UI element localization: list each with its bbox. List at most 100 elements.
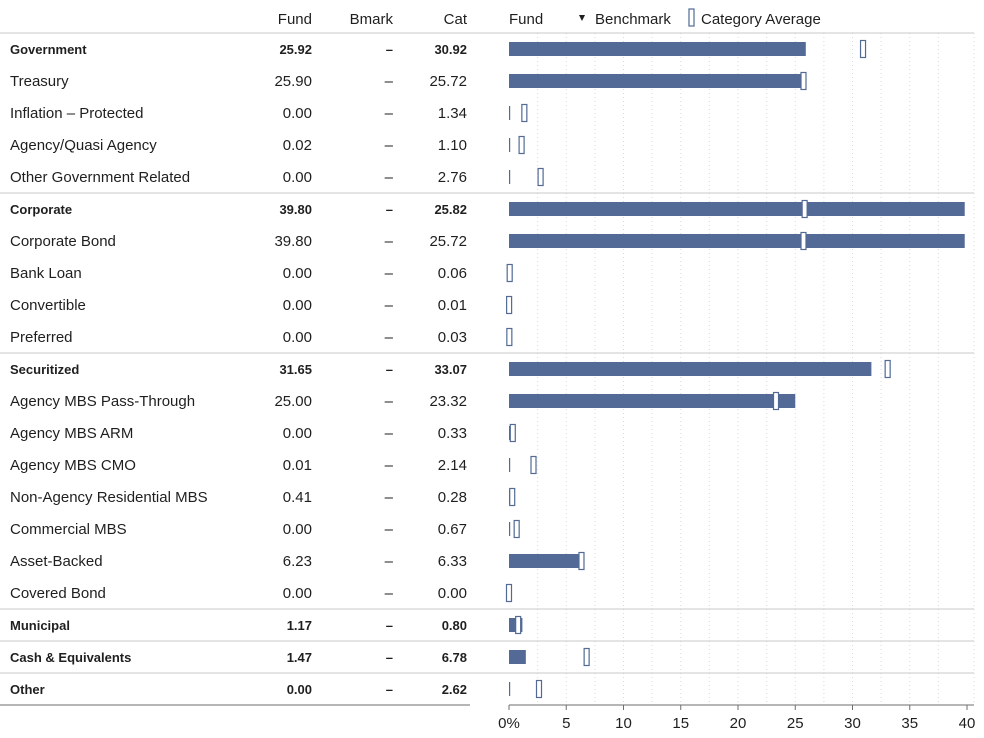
bmark-value: – [385,489,394,506]
table-row: Corporate Bond 39.80 – 25.72 [10,233,467,250]
table-row: Securitized 31.65 – 33.07 [10,362,467,377]
category-average-marker [509,487,516,507]
fund-value: 0.00 [283,425,312,442]
cat-value: 0.80 [442,618,467,633]
fund-bar [509,138,511,152]
cat-value: 23.32 [429,393,467,410]
table-row: Municipal 1.17 – 0.80 [10,618,467,633]
table-row: Asset-Backed 6.23 – 6.33 [10,553,467,570]
category-average-marker [800,231,807,251]
fund-value: 0.00 [283,105,312,122]
fund-value: 0.00 [283,329,312,346]
x-tick-label: 40 [959,715,976,732]
category-average-marker [521,103,528,123]
cat-value: 0.28 [438,489,467,506]
fund-bar [509,554,581,568]
bars-layer [509,42,965,696]
table-header: Fund Bmark Cat [278,11,468,28]
row-label: Agency/Quasi Agency [10,137,157,154]
row-label: Other [10,682,45,697]
fund-bar [509,458,511,472]
bmark-value: – [386,362,393,377]
category-average-marker [513,519,520,539]
table-row: Government 25.92 – 30.92 [10,42,467,57]
fund-value: 25.00 [274,393,312,410]
fund-value: 1.17 [287,618,312,633]
table-row: Commercial MBS 0.00 – 0.67 [10,521,467,538]
row-label: Inflation – Protected [10,105,143,122]
row-label: Other Government Related [10,169,190,186]
x-tick-label: 5 [562,715,570,732]
fund-bar [509,170,511,184]
fund-value: 0.00 [283,585,312,602]
x-tick-label: 15 [672,715,689,732]
fund-bar [509,426,511,440]
cat-value: 0.67 [438,521,467,538]
fund-value: 25.90 [274,73,312,90]
category-average-marker [515,615,522,635]
table-row: Inflation – Protected 0.00 – 1.34 [10,105,467,122]
cat-value: 2.62 [442,682,467,697]
cat-value: 0.01 [438,297,467,314]
table-row: Agency/Quasi Agency 0.02 – 1.10 [10,137,467,154]
cat-value: 6.33 [438,553,467,570]
table-row: Non-Agency Residential MBS 0.41 – 0.28 [10,489,467,506]
bmark-value: – [385,73,394,90]
table-row: Covered Bond 0.00 – 0.00 [10,585,467,602]
fund-value: 0.02 [283,137,312,154]
benchmark-marker-icon [579,15,585,21]
fund-value: 6.23 [283,553,312,570]
fund-bar [509,362,872,376]
row-label: Non-Agency Residential MBS [10,489,208,506]
row-label: Asset-Backed [10,553,103,570]
row-label: Commercial MBS [10,521,127,538]
bmark-value: – [386,682,393,697]
x-tick-label: 20 [730,715,747,732]
header-fund: Fund [278,11,312,28]
x-tick-label: 10 [615,715,632,732]
cat-value: 1.34 [438,105,467,122]
category-average-marker [505,583,513,603]
fund-bar [509,106,511,120]
category-average-marker [506,263,513,283]
legend-category-average-label: Category Average [701,11,821,28]
fund-bar [509,74,806,88]
bmark-value: – [385,553,394,570]
category-average-marker [583,647,590,667]
row-label: Municipal [10,618,70,633]
bmark-value: – [385,329,394,346]
cat-value: 2.76 [438,169,467,186]
bmark-value: – [386,42,393,57]
table-row: Convertible 0.00 – 0.01 [10,297,467,314]
category-average-marker [518,135,525,155]
cat-value: 6.78 [442,650,467,665]
row-label: Preferred [10,329,73,346]
fund-bar [509,522,511,536]
table-row: Other Government Related 0.00 – 2.76 [10,169,467,186]
bmark-value: – [386,650,393,665]
header-cat: Cat [444,11,468,28]
cat-value: 0.00 [438,585,467,602]
fund-bar [509,394,796,408]
bmark-value: – [386,202,393,217]
row-label: Covered Bond [10,585,106,602]
x-axis: 0% 5 10 15 20 25 30 35 40 [498,705,975,732]
bmark-value: – [385,137,394,154]
row-label: Agency MBS Pass-Through [10,393,195,410]
x-tick-label: 0% [498,715,520,732]
bmark-value: – [385,393,394,410]
category-average-marker [506,327,513,347]
chart-legend: Fund Benchmark Category Average [509,8,821,28]
bmark-value: – [385,521,394,538]
cat-value: 2.14 [438,457,467,474]
fund-bar [509,650,526,664]
cat-value: 25.72 [429,73,467,90]
cat-value: 0.03 [438,329,467,346]
table-row: Corporate 39.80 – 25.82 [10,202,467,217]
section-dividers [0,192,974,674]
fund-value: 31.65 [279,362,312,377]
bmark-value: – [385,457,394,474]
bmark-value: – [385,265,394,282]
cat-value: 1.10 [438,137,467,154]
